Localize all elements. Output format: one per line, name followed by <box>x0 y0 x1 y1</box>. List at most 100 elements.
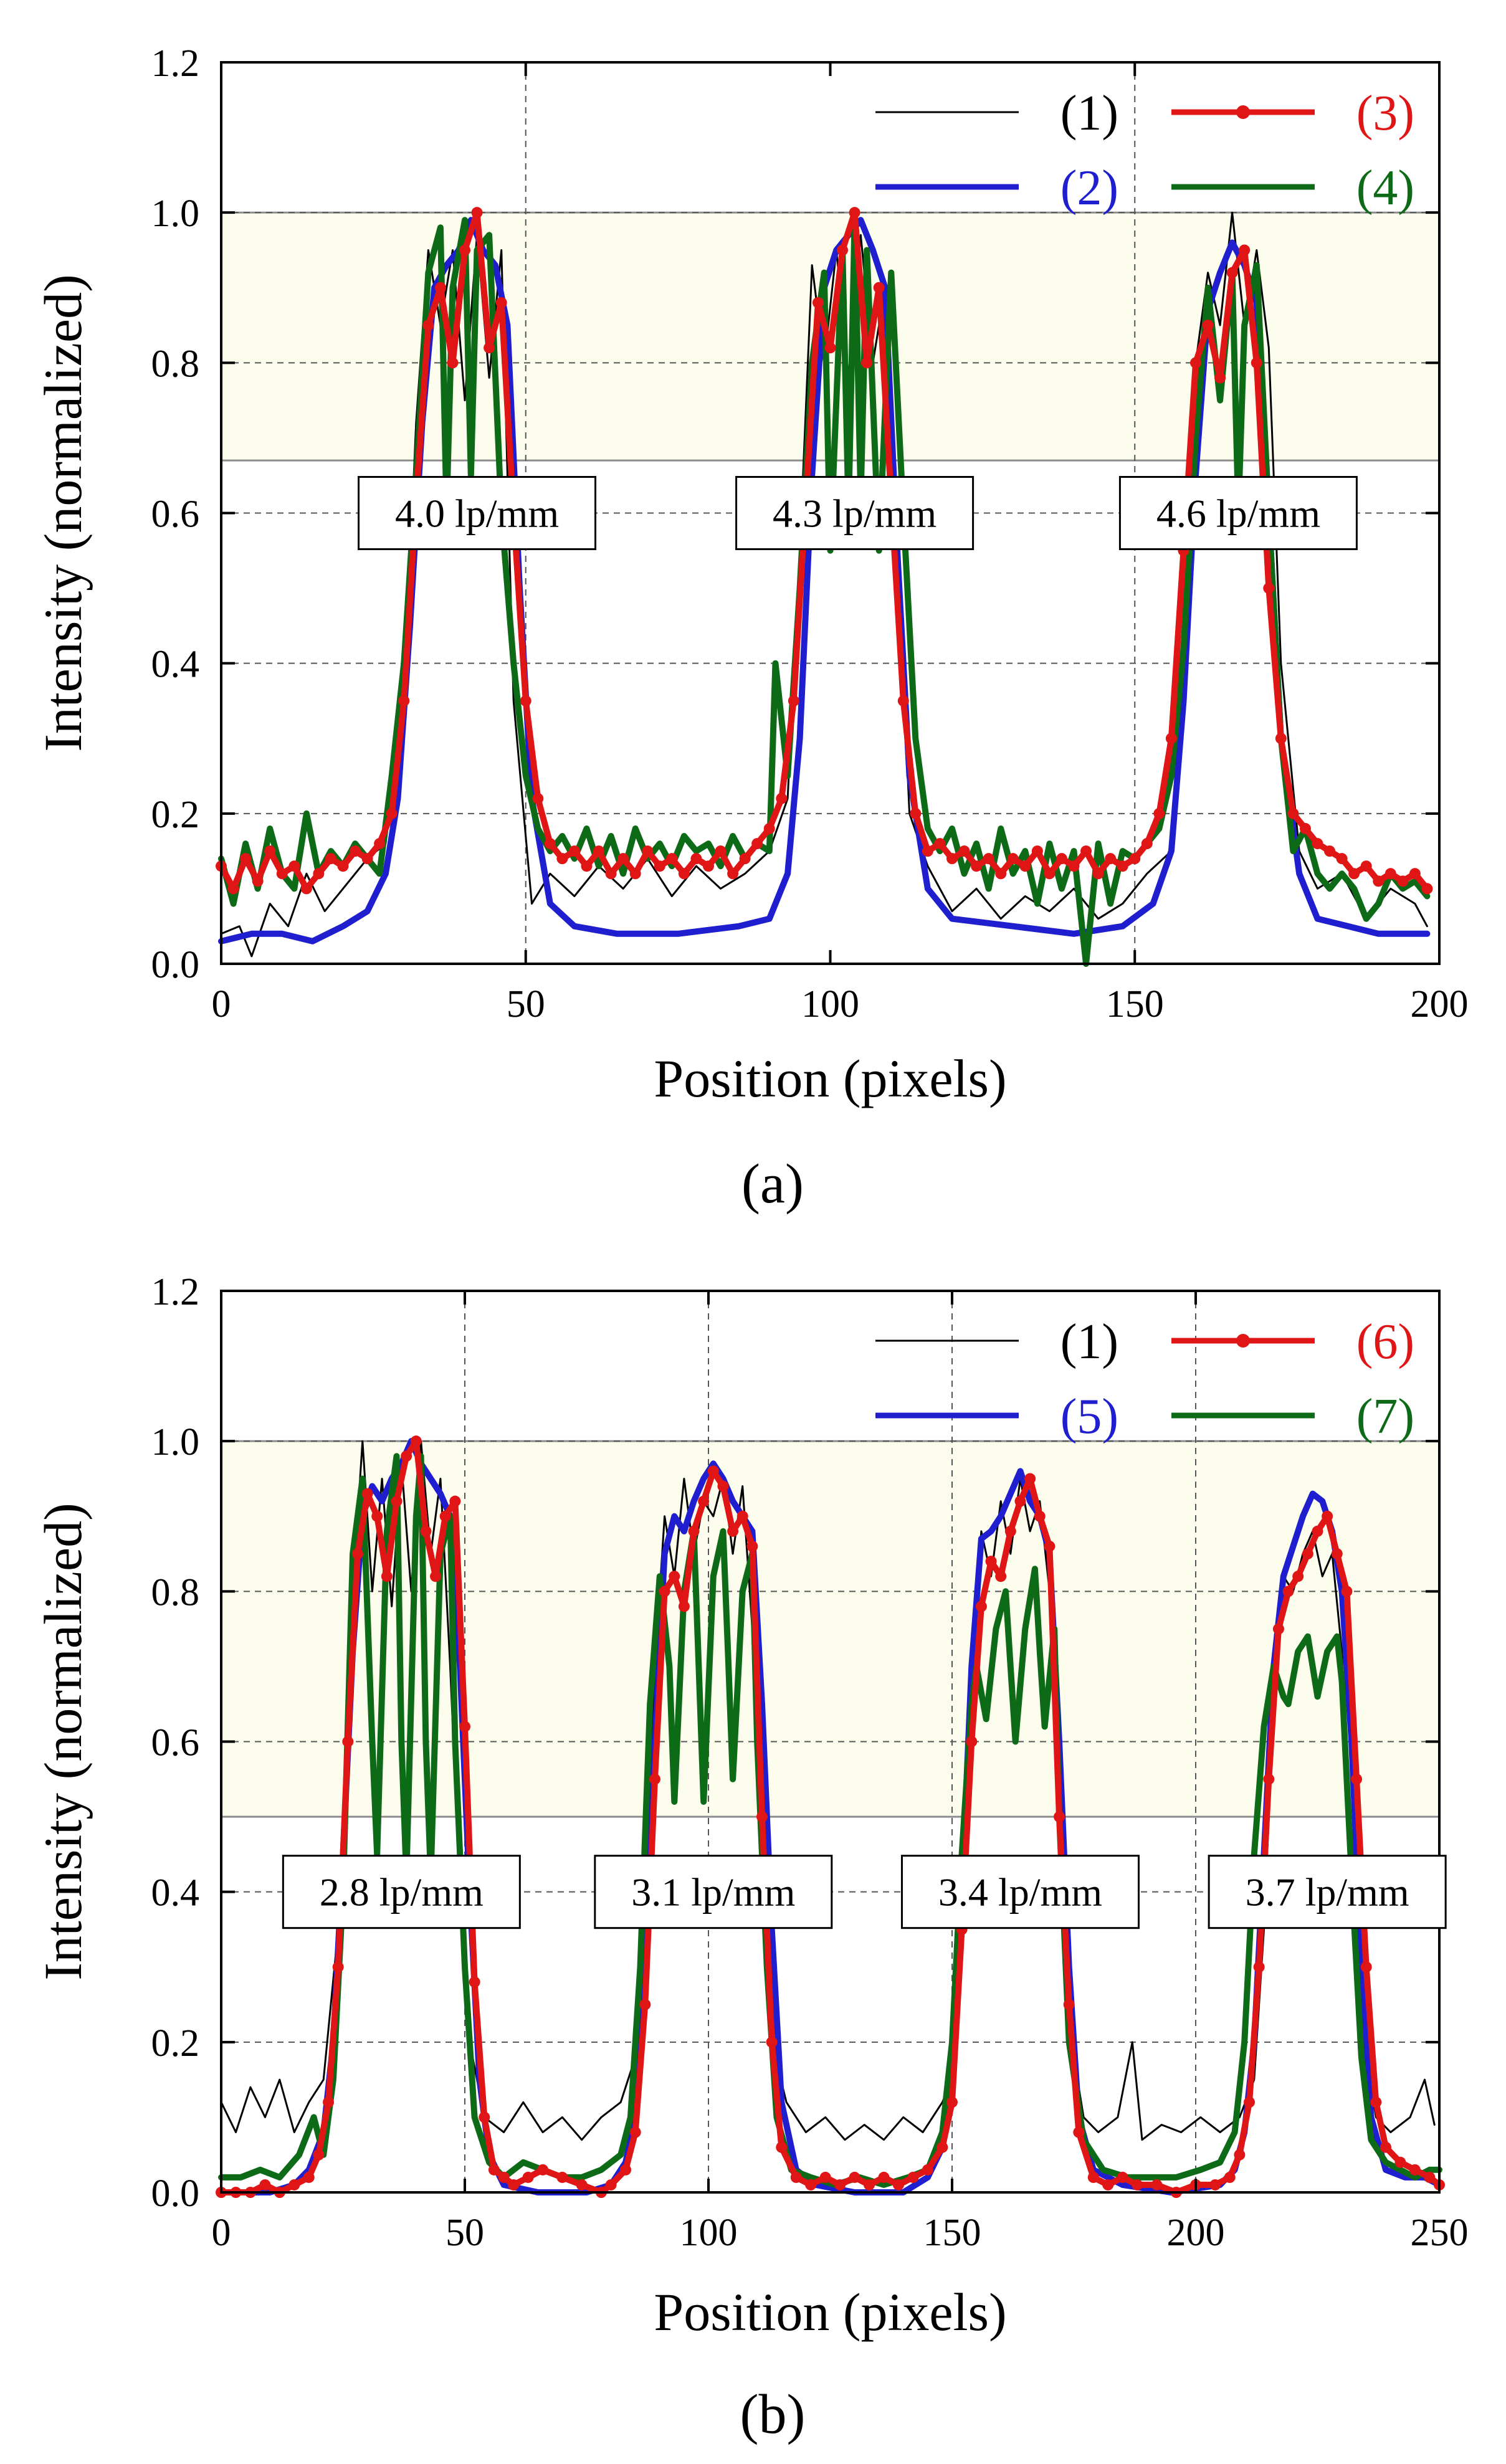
series-marker <box>556 2171 568 2183</box>
series-marker <box>1336 853 1348 865</box>
series-marker <box>484 342 495 354</box>
series-marker <box>1105 853 1117 865</box>
series-marker <box>690 853 702 865</box>
series-marker <box>410 1435 422 1447</box>
series-marker <box>1141 838 1153 850</box>
series-marker <box>259 2179 271 2190</box>
series-marker <box>532 792 544 804</box>
annotation-label: 4.0 lp/mm <box>395 492 559 536</box>
series-marker <box>449 1495 461 1507</box>
series-marker <box>581 860 593 872</box>
annotation-box <box>735 476 975 550</box>
series-marker <box>727 868 739 880</box>
series-marker <box>703 860 714 872</box>
x-tick-label: 150 <box>1106 983 1164 1025</box>
series-marker <box>698 1495 710 1507</box>
series-marker <box>910 807 922 819</box>
series-marker <box>337 860 349 872</box>
series-marker <box>1202 320 1214 331</box>
series-marker <box>892 2179 904 2190</box>
series-marker <box>736 1510 748 1522</box>
series-marker <box>386 807 398 819</box>
series-marker <box>1331 1548 1343 1560</box>
annotation-label: 4.3 lp/mm <box>773 492 936 536</box>
x-axis-title: Position (pixels) <box>654 1049 1006 1108</box>
series-marker <box>361 853 373 865</box>
series-marker <box>717 1480 729 1492</box>
y-axis-title: Intensity (normalized) <box>33 1503 93 1981</box>
series-marker <box>629 868 641 880</box>
series-marker <box>849 207 860 219</box>
series-marker <box>342 1736 354 1748</box>
series-marker <box>488 2164 500 2176</box>
x-tick-label: 200 <box>1411 983 1469 1025</box>
series-marker <box>1360 1961 1372 1973</box>
annotation-label: 3.1 lp/mm <box>631 1870 795 1915</box>
series-marker <box>522 2171 534 2183</box>
y-tick-label: 0.8 <box>151 343 200 385</box>
annotation-box <box>594 1855 833 1929</box>
series-marker <box>303 2171 315 2183</box>
series-marker <box>922 845 933 857</box>
series-marker <box>739 853 751 865</box>
series-marker <box>276 868 288 880</box>
series-marker <box>878 2171 890 2183</box>
series-marker <box>351 1548 363 1560</box>
series-marker <box>1239 244 1251 256</box>
series-marker <box>678 1601 690 1612</box>
series-marker <box>1031 845 1043 857</box>
series-marker <box>1214 372 1226 384</box>
series-marker <box>459 244 470 256</box>
series-marker <box>323 2096 335 2108</box>
series-marker <box>1275 733 1287 744</box>
series-marker <box>639 1999 651 2010</box>
series-marker <box>498 2171 510 2183</box>
series-marker <box>1324 845 1336 857</box>
series-marker <box>819 2171 831 2183</box>
series-marker <box>837 244 849 256</box>
annotation-box <box>358 476 597 550</box>
annotation-box <box>1118 476 1358 550</box>
series-marker <box>332 1961 344 1973</box>
x-axis-title: Position (pixels) <box>654 2282 1006 2342</box>
series-marker <box>971 860 983 872</box>
series-marker <box>1151 2179 1163 2190</box>
legend-label: (5) <box>1060 1389 1118 1444</box>
series-marker <box>447 357 459 369</box>
series-marker <box>861 357 873 369</box>
series-marker <box>1234 2149 1246 2161</box>
annotation-box <box>1208 1855 1447 1929</box>
series-marker <box>1251 357 1262 369</box>
x-tick-label: 100 <box>801 983 859 1025</box>
panel-label: (a) <box>741 1153 804 1215</box>
series-marker <box>1014 1495 1026 1507</box>
series-marker <box>288 2179 300 2190</box>
series-marker <box>678 868 690 880</box>
series-marker <box>508 2179 520 2190</box>
legend-marker <box>1236 105 1250 119</box>
y-tick-label: 0.6 <box>151 1722 200 1764</box>
series-marker <box>1397 875 1409 887</box>
legend-label: (1) <box>1060 1315 1118 1369</box>
series-marker <box>897 695 909 706</box>
series-marker <box>537 2164 549 2176</box>
series-marker <box>430 1571 442 1582</box>
series-marker <box>805 2179 817 2190</box>
series-marker <box>715 845 727 857</box>
series-marker <box>1044 1540 1056 1552</box>
series-marker <box>1312 1525 1323 1537</box>
series-marker <box>617 853 629 865</box>
series-marker <box>995 868 1007 880</box>
legend-label: (3) <box>1356 86 1414 141</box>
legend-marker <box>1236 1334 1250 1348</box>
series-marker <box>790 2171 802 2183</box>
series-marker <box>325 853 336 865</box>
y-tick-label: 0.0 <box>151 944 200 986</box>
series-marker <box>1348 868 1360 880</box>
x-tick-label: 200 <box>1167 2212 1225 2254</box>
series-marker <box>1224 2171 1236 2183</box>
series-marker <box>873 282 885 293</box>
series-marker <box>922 2164 933 2176</box>
legend-label: (4) <box>1356 161 1414 216</box>
